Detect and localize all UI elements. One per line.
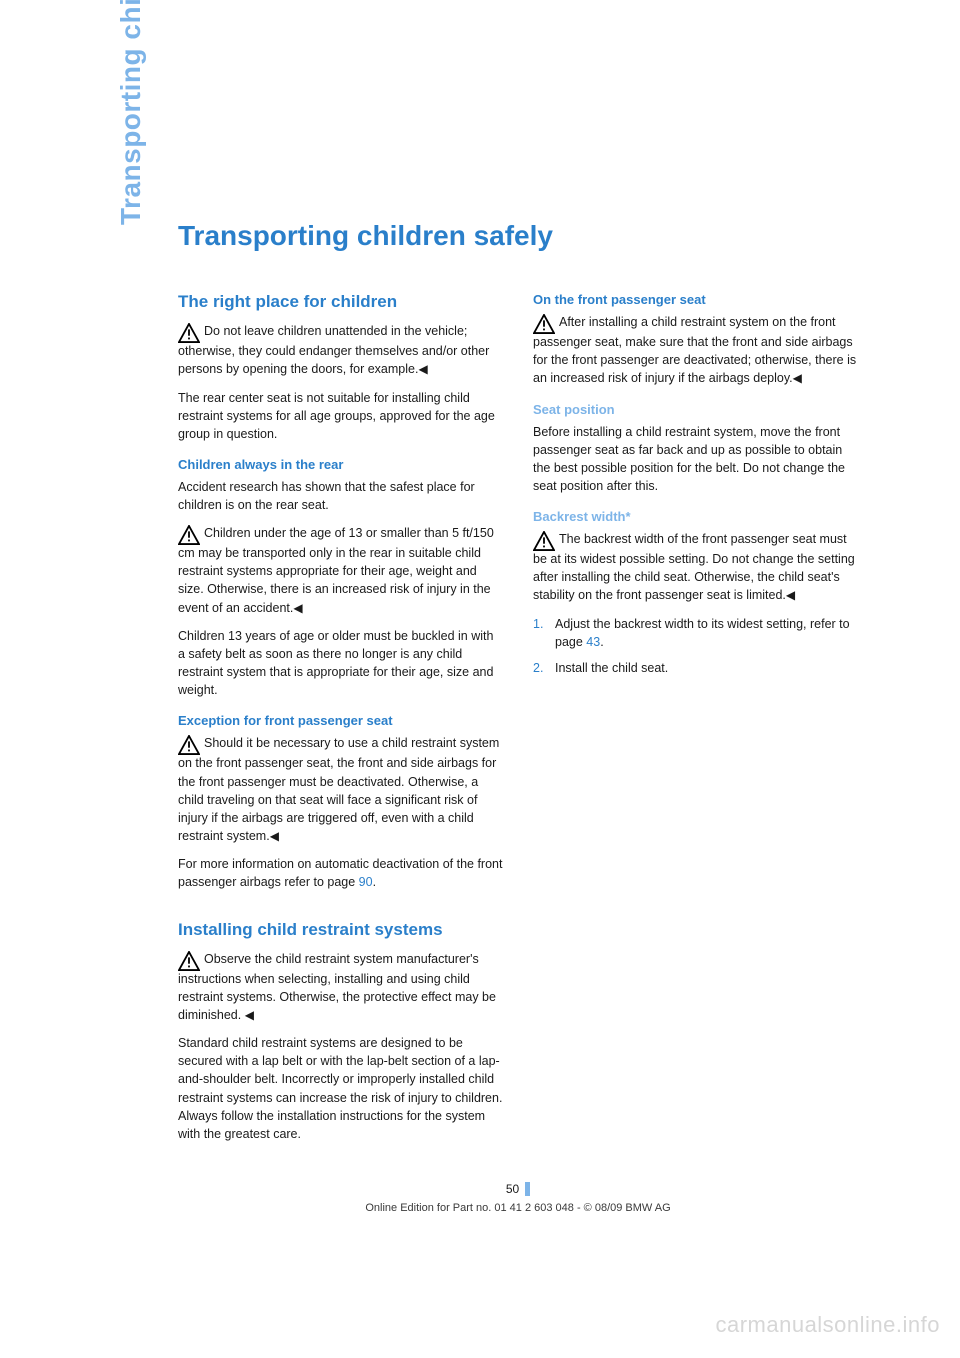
paragraph-text: The backrest width of the front passenge…: [533, 532, 855, 602]
paragraph-with-link: For more information on automatic deacti…: [178, 855, 503, 891]
heading-front-passenger: On the front passenger seat: [533, 292, 858, 307]
end-mark: ◀: [245, 1008, 254, 1022]
heading-backrest-width: Backrest width*: [533, 509, 858, 524]
paragraph: Before installing a child restraint syst…: [533, 423, 858, 496]
paragraph-text: Should it be necessary to use a child re…: [178, 736, 499, 843]
ordered-list: Adjust the backrest width to its widest …: [533, 615, 858, 677]
paragraph-text: For more information on automatic deacti…: [178, 857, 502, 889]
heading-installing: Installing child restraint systems: [178, 920, 503, 940]
warning-paragraph: Do not leave children unattended in the …: [178, 322, 503, 379]
warning-icon: [533, 531, 555, 551]
warning-paragraph: Should it be necessary to use a child re…: [178, 734, 503, 845]
paragraph: Children 13 years of age or older must b…: [178, 627, 503, 700]
paragraph: The rear center seat is not suitable for…: [178, 389, 503, 443]
warning-icon: [178, 323, 200, 343]
list-item-text: .: [600, 635, 603, 649]
text-columns: The right place for children Do not leav…: [178, 292, 858, 1212]
page-link-43[interactable]: 43: [586, 635, 600, 649]
page-title: Transporting children safely: [178, 220, 858, 252]
heading-children-rear: Children always in the rear: [178, 457, 503, 472]
end-mark: ◀: [293, 601, 302, 615]
page-content: Transporting children safely The right p…: [178, 220, 858, 1212]
end-mark: ◀: [418, 362, 427, 376]
paragraph-text: Children under the age of 13 or smaller …: [178, 526, 494, 614]
end-mark: ◀: [793, 371, 802, 385]
end-mark: ◀: [270, 829, 279, 843]
paragraph-text: .: [373, 875, 376, 889]
watermark: carmanualsonline.info: [715, 1312, 940, 1338]
warning-icon: [178, 735, 200, 755]
heading-right-place: The right place for children: [178, 292, 503, 312]
warning-icon: [533, 314, 555, 334]
warning-icon: [178, 525, 200, 545]
page-link-90[interactable]: 90: [359, 875, 373, 889]
heading-seat-position: Seat position: [533, 402, 858, 417]
paragraph: Accident research has shown that the saf…: [178, 478, 503, 514]
footer-text: Online Edition for Part no. 01 41 2 603 …: [178, 1202, 858, 1214]
warning-icon: [178, 951, 200, 971]
paragraph-text: Observe the child restraint system manuf…: [178, 952, 496, 1022]
end-mark: ◀: [786, 588, 795, 602]
warning-paragraph: The backrest width of the front passenge…: [533, 530, 858, 605]
list-item: Adjust the backrest width to its widest …: [533, 615, 858, 651]
list-item: Install the child seat.: [533, 659, 858, 677]
side-section-title: Transporting children safely: [115, 0, 147, 225]
warning-paragraph: Children under the age of 13 or smaller …: [178, 524, 503, 617]
paragraph-text: Do not leave children unattended in the …: [178, 324, 489, 376]
paragraph-text: After installing a child restraint syste…: [533, 315, 856, 385]
warning-paragraph: Observe the child restraint system manuf…: [178, 950, 503, 1025]
page-number: 50: [506, 1182, 530, 1196]
heading-exception-front: Exception for front passenger seat: [178, 713, 503, 728]
page-number-container: 50: [178, 1180, 858, 1198]
paragraph: Standard child restraint systems are des…: [178, 1034, 503, 1143]
warning-paragraph: After installing a child restraint syste…: [533, 313, 858, 388]
